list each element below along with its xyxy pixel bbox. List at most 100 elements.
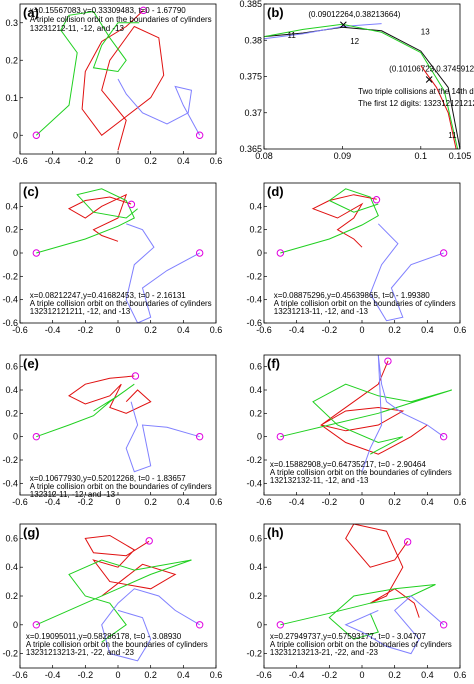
red-orbit-line: [320, 360, 428, 455]
red-orbit-line: [420, 65, 457, 149]
y-tick-label: -0.2: [2, 649, 18, 659]
green-orbit-line: [280, 188, 379, 254]
blue-orbit-line: [344, 595, 445, 655]
mass-marker: [32, 621, 41, 629]
y-tick-label: 0.3: [5, 18, 18, 28]
green-orbit-line: [280, 584, 436, 640]
blue-orbit-line: [369, 223, 444, 322]
x-tick-label: -0.4: [289, 497, 305, 507]
red-orbit-line: [68, 375, 152, 414]
y-tick-label: -0.2: [246, 271, 262, 281]
y-tick-label: 0.2: [5, 55, 18, 65]
collision-point-label: (0.10106723,0.37459122): [389, 64, 474, 73]
x-tick-label: -0.2: [322, 670, 338, 680]
x-tick-label: -0.2: [78, 325, 94, 335]
annotation-text: x=0.08875296,y=0.45639865, t=0 - 1.99380: [274, 291, 430, 300]
x-tick-label: 0.6: [210, 156, 223, 166]
annotation-text: x=0.27949737,y=0.57593177, t=0 - 3.04707: [270, 632, 426, 641]
x-tick-label: 0.2: [388, 325, 401, 335]
x-tick-label: -0.2: [78, 156, 94, 166]
annotation-text: 13231213213-21, -22, and -23: [26, 648, 135, 657]
x-tick-label: 0.6: [210, 670, 223, 680]
x-tick-label: -0.2: [322, 497, 338, 507]
y-tick-label: 0.4: [249, 385, 262, 395]
y-tick-label: -0.6: [2, 318, 18, 328]
x-tick-label: 0.2: [144, 325, 157, 335]
x-tick-label: 0.2: [388, 497, 401, 507]
green-orbit-line: [264, 23, 459, 149]
y-tick-label: -0.2: [2, 455, 18, 465]
green-orbit-line: [280, 383, 452, 455]
x-tick-label: -0.2: [78, 670, 94, 680]
y-tick-label: 0.365: [239, 144, 262, 154]
curve-group: [276, 355, 452, 472]
annotation-text: 13231213-11, -12, and -13: [274, 307, 369, 316]
x-tick-label: 0.2: [144, 497, 157, 507]
y-tick-label: -0.4: [2, 295, 18, 305]
y-tick-label: 0.2: [249, 225, 262, 235]
annotation-text: x=0.15567083,y=0.33309483, t=0 - 1.67790: [30, 6, 186, 15]
x-tick-label: 0: [115, 325, 120, 335]
mass-marker: [145, 537, 153, 545]
x-tick-label: 0.6: [454, 497, 467, 507]
collision-point-marker: [425, 76, 433, 83]
annotation-text: The first 12 digits: 132312121212: [358, 99, 474, 108]
panel-label: (e): [23, 356, 39, 371]
y-tick-label: 0.375: [239, 72, 262, 82]
y-tick-label: 0.2: [249, 591, 262, 601]
blue-orbit-line: [361, 355, 444, 472]
x-tick-label: -0.4: [289, 670, 305, 680]
y-tick-label: 0: [13, 248, 18, 258]
x-tick-label: -0.6: [12, 670, 28, 680]
x-tick-label: 0.4: [177, 325, 190, 335]
annotation-text: A triple collision orbit on the boundari…: [270, 640, 452, 649]
red-orbit-line: [81, 10, 165, 151]
x-tick-label: 0.4: [421, 325, 434, 335]
curve-group: [276, 188, 448, 322]
x-tick-label: -0.2: [78, 497, 94, 507]
y-tick-label: 0.385: [239, 0, 262, 9]
annotation-text: 132132132-11, -12, and -13: [270, 476, 369, 485]
mass-marker: [195, 432, 204, 441]
panel-6: -0.6 -0.4 -0.2 0 0.2 0.4 0.6 -0.2 0 0.2 0.4 0.6 (g) x…: [2, 523, 223, 680]
y-tick-label: -0.2: [2, 271, 18, 281]
annotation-text: A triple collision orbit on the boundari…: [30, 299, 212, 308]
curve-label: 11: [448, 131, 457, 140]
panel-1: 0.08 0.09 0.1 0.105 0.365 0.37 0.375 0.38 0.385 (…: [239, 0, 474, 161]
mass-marker: [32, 432, 41, 441]
panel-2: -0.6 -0.4 -0.2 0 0.2 0.4 0.6 -0.6 -0.4 -0.2 0 0.2 0.…: [2, 182, 222, 335]
x-tick-label: -0.4: [45, 325, 61, 335]
y-tick-label: -0.4: [246, 478, 262, 488]
y-tick-label: 0.4: [5, 562, 18, 572]
green-orbit-line: [36, 559, 192, 643]
mass-marker: [384, 357, 392, 365]
panel-label: (d): [267, 184, 284, 199]
x-tick-label: 0.09: [334, 151, 352, 161]
red-orbit-line: [84, 534, 177, 597]
y-tick-label: 0.2: [5, 591, 18, 601]
green-orbit-line: [35, 10, 140, 136]
x-tick-label: -0.6: [256, 497, 272, 507]
annotation-text: A triple collision orbit on the boundari…: [274, 299, 456, 308]
curve-label: 12: [350, 37, 359, 46]
y-tick-label: -0.2: [246, 649, 262, 659]
x-tick-label: 0: [359, 325, 364, 335]
green-orbit-line: [36, 383, 135, 438]
y-tick-label: -0.2: [246, 455, 262, 465]
x-tick-label: 0.105: [449, 151, 472, 161]
x-tick-label: 0.1: [415, 151, 428, 161]
panel-5: -0.6 -0.4 -0.2 0 0.2 0.4 0.6 -0.4 -0.2 0 0.2 0.4 0.6…: [246, 354, 467, 507]
blue-orbit-line: [117, 78, 201, 136]
panel-label: (b): [267, 5, 284, 20]
y-tick-label: 0.6: [249, 533, 262, 543]
x-tick-label: 0.2: [144, 156, 157, 166]
mass-marker: [372, 196, 381, 204]
x-tick-label: 0.4: [421, 670, 434, 680]
annotation-text: x=0.08212247,y=0.41682453, t=0 - 2.16131: [30, 291, 186, 300]
y-tick-label: 0.4: [249, 562, 262, 572]
annotation-text: 132312-11, -12, and -13: [30, 490, 116, 499]
y-tick-label: 0: [257, 620, 262, 630]
annotation-text: A triple collision orbit on the boundari…: [26, 640, 208, 649]
y-tick-label: 0: [13, 130, 18, 140]
